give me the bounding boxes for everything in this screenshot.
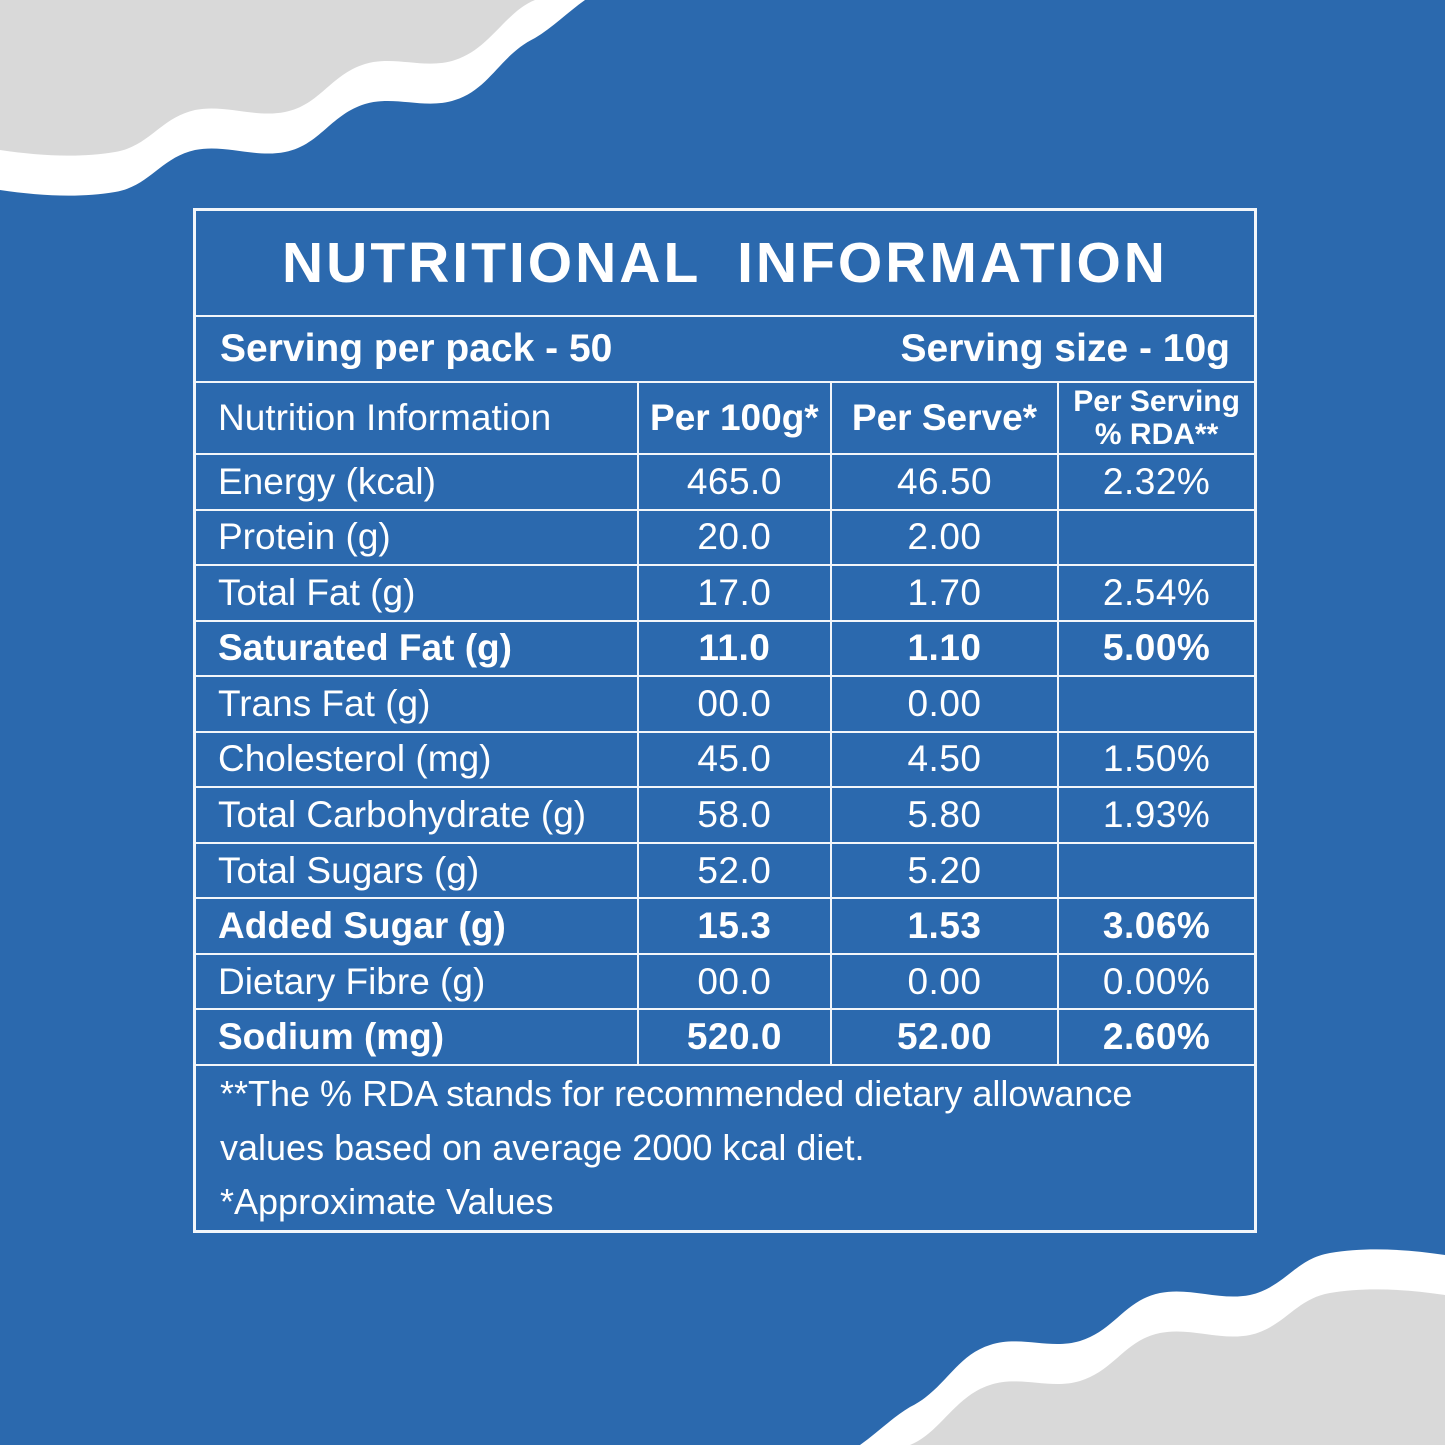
rda-cell: 1.93% xyxy=(1059,788,1254,842)
per-serve-cell: 2.00 xyxy=(831,510,1058,565)
column-header-nutrition-information: Nutrition Information xyxy=(196,383,637,453)
wave-white-band xyxy=(0,0,585,196)
serving-per-pack: Serving per pack - 50 xyxy=(220,327,613,370)
rda-cell: 5.00% xyxy=(1059,621,1254,676)
page-title: NUTRITIONAL INFORMATION xyxy=(196,211,1254,315)
row-label-cell: Total Fat (g) xyxy=(196,566,637,620)
per-100g-cell: 58.0 xyxy=(638,788,830,842)
serving-row: Serving per pack - 50 Serving size - 10g xyxy=(196,317,1254,381)
serving-size: Serving size - 10g xyxy=(900,327,1230,370)
wave-white-band xyxy=(860,1249,1445,1445)
row-label-cell: Trans Fat (g) xyxy=(196,677,637,731)
per-100g-cell: 45.0 xyxy=(638,732,830,787)
per-serve-cell: 1.10 xyxy=(831,621,1058,676)
rda-cell xyxy=(1059,510,1254,565)
rda-cell: 3.06% xyxy=(1059,899,1254,953)
rda-cell: 2.60% xyxy=(1059,1010,1254,1064)
row-label-cell: Energy (kcal) xyxy=(196,455,637,509)
footnote-approximate-values: *Approximate Values xyxy=(220,1181,554,1222)
rda-cell xyxy=(1059,677,1254,731)
per-serve-cell: 52.00 xyxy=(831,1010,1058,1064)
rda-cell: 1.50% xyxy=(1059,732,1254,787)
row-label-cell: Total Sugars (g) xyxy=(196,843,637,898)
rda-cell: 2.54% xyxy=(1059,566,1254,620)
wave-gray-shape xyxy=(910,1289,1445,1445)
per-serve-cell: 0.00 xyxy=(831,677,1058,731)
per-100g-cell: 11.0 xyxy=(638,621,830,676)
footnote-rda-definition-line1: **The % RDA stands for recommended dieta… xyxy=(220,1073,1133,1114)
per-100g-cell: 17.0 xyxy=(638,566,830,620)
per-serve-cell: 4.50 xyxy=(831,732,1058,787)
column-header-per-100g: Per 100g* xyxy=(638,383,830,453)
footnotes-cell: **The % RDA stands for recommended dieta… xyxy=(196,1066,1254,1230)
column-header-per-serving-rda: Per Serving % RDA** xyxy=(1059,383,1254,453)
row-label-cell: Added Sugar (g) xyxy=(196,899,637,953)
rda-header-line1: Per Serving xyxy=(1073,385,1240,418)
row-label-cell: Cholesterol (mg) xyxy=(196,732,637,787)
top-left-wave-decoration xyxy=(0,0,585,196)
per-serve-cell: 1.70 xyxy=(831,566,1058,620)
per-100g-cell: 00.0 xyxy=(638,677,830,731)
row-label-cell: Dietary Fibre (g) xyxy=(196,954,637,1009)
per-serve-cell: 1.53 xyxy=(831,899,1058,953)
per-serve-cell: 0.00 xyxy=(831,954,1058,1009)
nutrition-grid: NUTRITIONAL INFORMATION Serving per pack… xyxy=(193,208,1257,1233)
row-label-cell: Saturated Fat (g) xyxy=(196,621,637,676)
row-label-cell: Protein (g) xyxy=(196,510,637,565)
rda-cell: 0.00% xyxy=(1059,954,1254,1009)
per-serve-cell: 46.50 xyxy=(831,455,1058,509)
per-100g-cell: 20.0 xyxy=(638,510,830,565)
row-label-cell: Total Carbohydrate (g) xyxy=(196,788,637,842)
rda-header-line2: % RDA** xyxy=(1094,418,1219,451)
bottom-right-wave-decoration xyxy=(860,1249,1445,1445)
row-label-cell: Sodium (mg) xyxy=(196,1010,637,1064)
per-100g-cell: 465.0 xyxy=(638,455,830,509)
per-serve-cell: 5.20 xyxy=(831,843,1058,898)
per-serve-cell: 5.80 xyxy=(831,788,1058,842)
per-100g-cell: 00.0 xyxy=(638,954,830,1009)
column-header-per-serve: Per Serve* xyxy=(831,383,1058,453)
rda-cell: 2.32% xyxy=(1059,455,1254,509)
per-100g-cell: 52.0 xyxy=(638,843,830,898)
per-100g-cell: 520.0 xyxy=(638,1010,830,1064)
wave-gray-shape xyxy=(0,0,535,156)
rda-cell xyxy=(1059,843,1254,898)
footnote-rda-definition-line2: values based on average 2000 kcal diet. xyxy=(220,1127,865,1168)
per-100g-cell: 15.3 xyxy=(638,899,830,953)
